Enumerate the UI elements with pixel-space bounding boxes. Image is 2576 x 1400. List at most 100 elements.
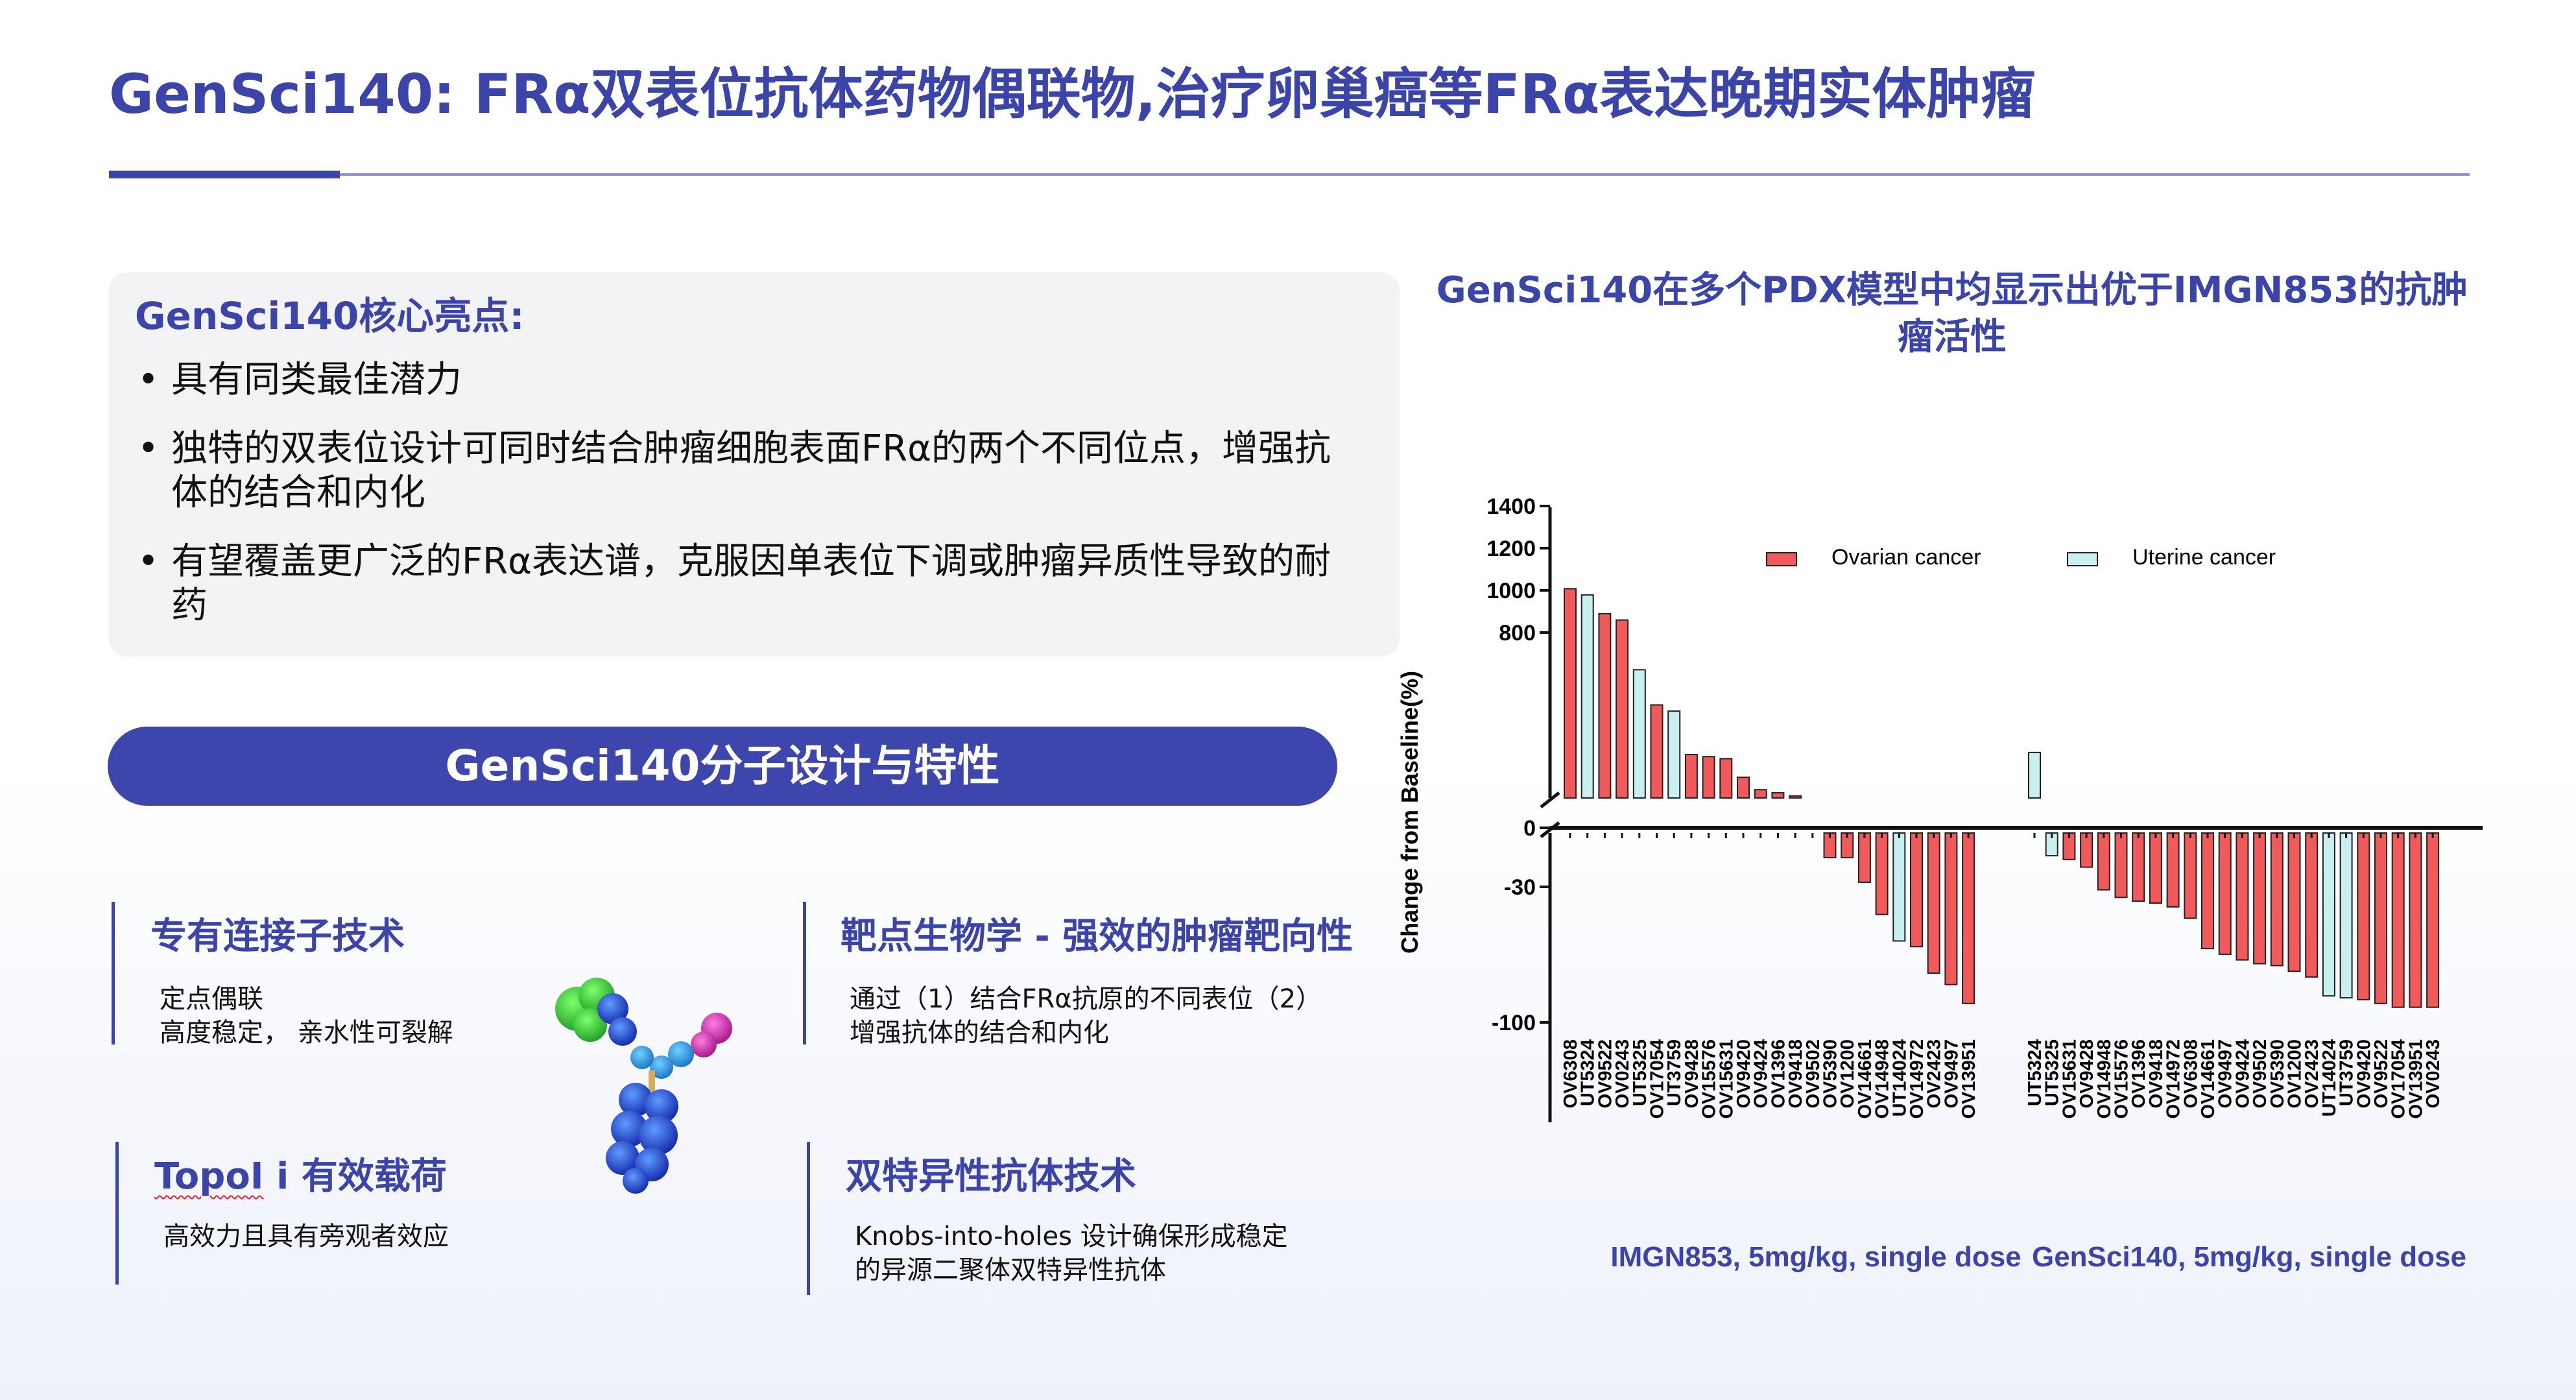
bar	[1632, 669, 1646, 799]
bar	[2132, 832, 2145, 902]
x-tick-label: OV9497	[1941, 1039, 1962, 1108]
x-tick-label: OV14972	[1907, 1039, 1927, 1119]
x-tick-label: OV9420	[1734, 1039, 1754, 1108]
feature-title: 靶点生物学 - 强效的肿瘤靶向性	[841, 915, 1354, 958]
x-tick-label: OV1396	[1768, 1039, 1789, 1108]
x-tick-label: OV9428	[2077, 1039, 2097, 1108]
bar	[1962, 832, 1975, 1004]
title-divider	[109, 173, 2470, 176]
x-tick-label: OV9418	[1785, 1039, 1806, 1108]
x-tick-label: OV9428	[1682, 1039, 1702, 1108]
x-tick-label: OV2423	[2302, 1039, 2322, 1108]
y-tick-label: 1000	[1486, 579, 1536, 603]
x-tick-label: OV6308	[2180, 1039, 2201, 1108]
x-tick-label: OV9502	[1803, 1039, 1824, 1108]
bar	[2305, 832, 2319, 978]
x-tick-label: UT5324	[2025, 1039, 2045, 1106]
x-tick-label: OV15631	[2059, 1039, 2080, 1119]
x-tick-label: UT5324	[1578, 1039, 1599, 1106]
bar	[2114, 832, 2128, 899]
y-tick-label: -100	[1492, 1011, 1536, 1035]
x-tick-label: OV5390	[2267, 1039, 2288, 1108]
x-tick-label: OV9502	[2250, 1039, 2271, 1108]
x-tick-label: OV1200	[2285, 1039, 2306, 1108]
x-tick-label: OV15576	[1699, 1039, 1720, 1119]
bar	[2339, 832, 2353, 999]
feature-accent-bar	[803, 902, 806, 1044]
bar	[2149, 832, 2162, 904]
x-tick-label: OV17054	[1647, 1039, 1668, 1119]
bar	[2287, 832, 2301, 972]
highlights-list: • 具有同类最佳潜力 • 独特的双表位设计可同时结合肿瘤细胞表面FRα的两个不同位点…	[135, 358, 1367, 653]
feature-bispecific: 双特异性抗体技术 Knobs-into-holes 设计确保形成稳定 的异源二聚…	[807, 1142, 1390, 1297]
legend-swatch	[2067, 552, 2098, 566]
x-tick-label: OV9522	[1595, 1039, 1616, 1108]
x-tick-label: OV13951	[2405, 1039, 2426, 1119]
bullet-icon: •	[137, 359, 160, 401]
x-tick-label: UT5325	[2042, 1039, 2063, 1106]
bar	[2270, 832, 2284, 967]
x-tick-label: OV9424	[2232, 1039, 2253, 1108]
x-tick-label: OV0243	[2423, 1039, 2444, 1108]
x-tick-label: OV9522	[2371, 1039, 2392, 1108]
bar	[2322, 832, 2335, 997]
feature-title: 专有连接子技术	[150, 915, 405, 958]
x-tick-label: UT5325	[1630, 1039, 1651, 1106]
bar	[1650, 704, 1664, 799]
bar	[1702, 756, 1715, 799]
y-tick-label: -30	[1504, 875, 1536, 900]
feature-desc: 通过（1）结合FRα抗原的不同表位（2）	[850, 984, 1322, 1014]
feature-accent-bar	[115, 1142, 119, 1285]
y-tick-label: 1200	[1486, 537, 1536, 561]
x-tick-label: UT3759	[1664, 1039, 1685, 1106]
feature-payload: TopoI i 有效载荷 高效力且具有旁观者效应	[115, 1142, 699, 1291]
highlights-panel: GenSci140核心亮点: • 具有同类最佳潜力 • 独特的双表位设计可同时结合肿…	[109, 272, 1400, 657]
bar	[2218, 832, 2232, 955]
bar	[2426, 832, 2440, 1008]
bar	[2374, 832, 2387, 1004]
x-tick-label: OV14948	[1872, 1039, 1893, 1119]
bar	[1944, 832, 1958, 985]
feature-desc: 高度稳定， 亲水性可裂解	[160, 1018, 453, 1048]
bar	[1857, 832, 1871, 883]
bar	[2184, 832, 2197, 919]
bar	[1927, 832, 1940, 974]
bar	[1667, 710, 1681, 799]
bar	[1737, 777, 1750, 799]
x-tick-label: OV6308	[1560, 1039, 1581, 1108]
legend-swatch	[1766, 552, 1797, 566]
bar	[1616, 619, 1629, 799]
x-tick-label: OV13951	[1959, 1039, 1979, 1119]
x-tick-label: OV14661	[2198, 1039, 2219, 1119]
x-tick-label: OV9424	[1751, 1039, 1772, 1108]
x-tick-label: UT14024	[2319, 1039, 2340, 1116]
group-label: IMGN853, 5mg/kg, single dose	[1610, 1241, 2021, 1273]
bar	[1564, 588, 1577, 799]
group-label: GenSci140, 5mg/kg, single dose	[2032, 1241, 2466, 1273]
x-tick-label: OV15631	[1716, 1039, 1737, 1119]
bar	[1892, 832, 1906, 942]
bar	[1719, 758, 1733, 799]
x-tick-label: OV0243	[1612, 1039, 1633, 1108]
feature-title: 双特异性抗体技术	[846, 1155, 1136, 1198]
bar	[2097, 832, 2110, 891]
feature-desc: 的异源二聚体双特异性抗体	[855, 1255, 1166, 1285]
x-tick-label: OV17054	[2389, 1039, 2409, 1119]
y-tick-label: 800	[1499, 621, 1536, 646]
bar	[1789, 795, 1802, 799]
x-tick-label: OV14661	[1855, 1039, 1876, 1119]
bar	[1910, 832, 1923, 948]
x-tick-label: OV14948	[2094, 1039, 2115, 1119]
feature-desc: 增强抗体的结合和内化	[850, 1018, 1109, 1048]
x-tick-label: UT3759	[2337, 1039, 2357, 1106]
bar	[1684, 754, 1698, 799]
bar	[2236, 832, 2249, 961]
feature-desc: 高效力且具有旁观者效应	[163, 1222, 449, 1251]
feature-title: TopoI i 有效载荷	[154, 1155, 447, 1198]
title-divider-accent	[109, 171, 340, 178]
bar	[1754, 789, 1767, 799]
x-tick-label: OV1200	[1837, 1039, 1858, 1108]
feature-accent-bar	[112, 902, 115, 1044]
legend-label: Uterine cancer	[2132, 545, 2276, 570]
